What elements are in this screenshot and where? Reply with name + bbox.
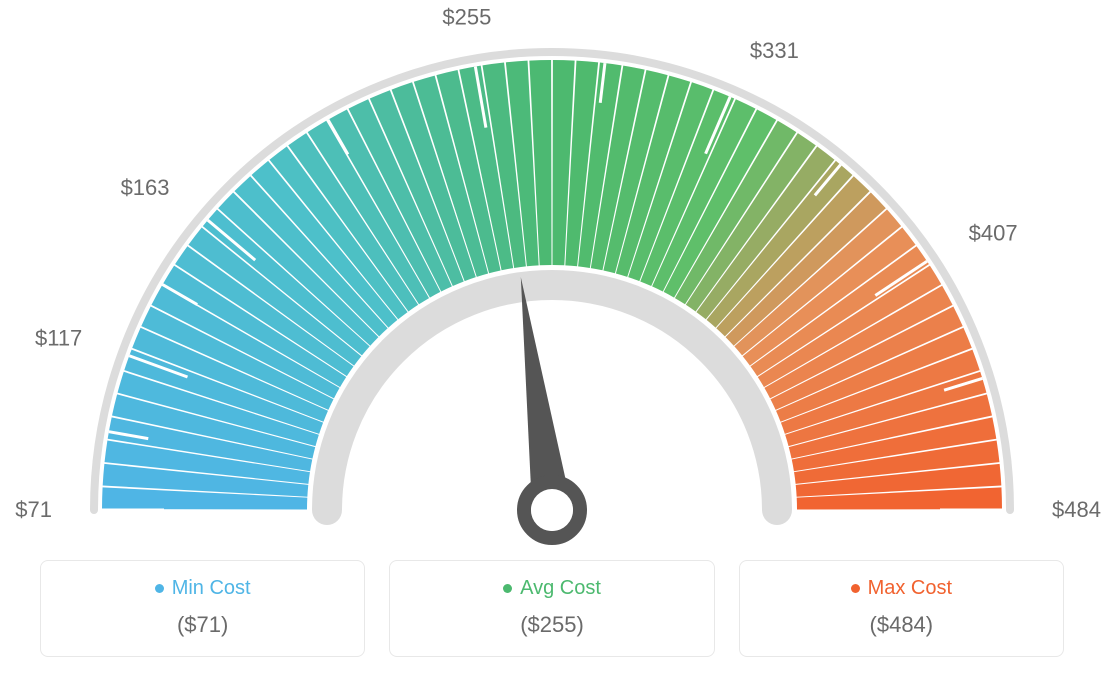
tick-label: $255 xyxy=(442,4,491,29)
legend-value: ($255) xyxy=(402,612,701,638)
legend-card: Avg Cost ($255) xyxy=(389,560,714,657)
tick-label: $163 xyxy=(121,175,170,200)
tick-label: $484 xyxy=(1052,497,1101,522)
legend-dot-icon xyxy=(851,584,860,593)
tick-label: $71 xyxy=(15,497,52,522)
legend-card: Min Cost ($71) xyxy=(40,560,365,657)
needle-hub-center xyxy=(531,489,573,531)
tick-label: $407 xyxy=(969,221,1018,246)
legend-title-text: Min Cost xyxy=(172,577,251,600)
tick-label: $331 xyxy=(750,38,799,63)
legend-value: ($484) xyxy=(752,612,1051,638)
legend-value: ($71) xyxy=(53,612,352,638)
legend-dot-icon xyxy=(503,584,512,593)
legend-title: Avg Cost xyxy=(503,577,601,600)
legend-title: Min Cost xyxy=(155,577,251,600)
legend-title: Max Cost xyxy=(851,577,952,600)
legend-dot-icon xyxy=(155,584,164,593)
legend-card: Max Cost ($484) xyxy=(739,560,1064,657)
legend-title-text: Max Cost xyxy=(868,577,952,600)
tick-label: $117 xyxy=(35,326,82,351)
legend-title-text: Avg Cost xyxy=(520,577,601,600)
legend-row: Min Cost ($71) Avg Cost ($255) Max Cost ($484… xyxy=(0,560,1104,657)
gauge-svg: $71 $117 $163 $255 $331 $407 $484 xyxy=(0,0,1104,560)
cost-gauge: $71 $117 $163 $255 $331 $407 $484 xyxy=(0,0,1104,560)
